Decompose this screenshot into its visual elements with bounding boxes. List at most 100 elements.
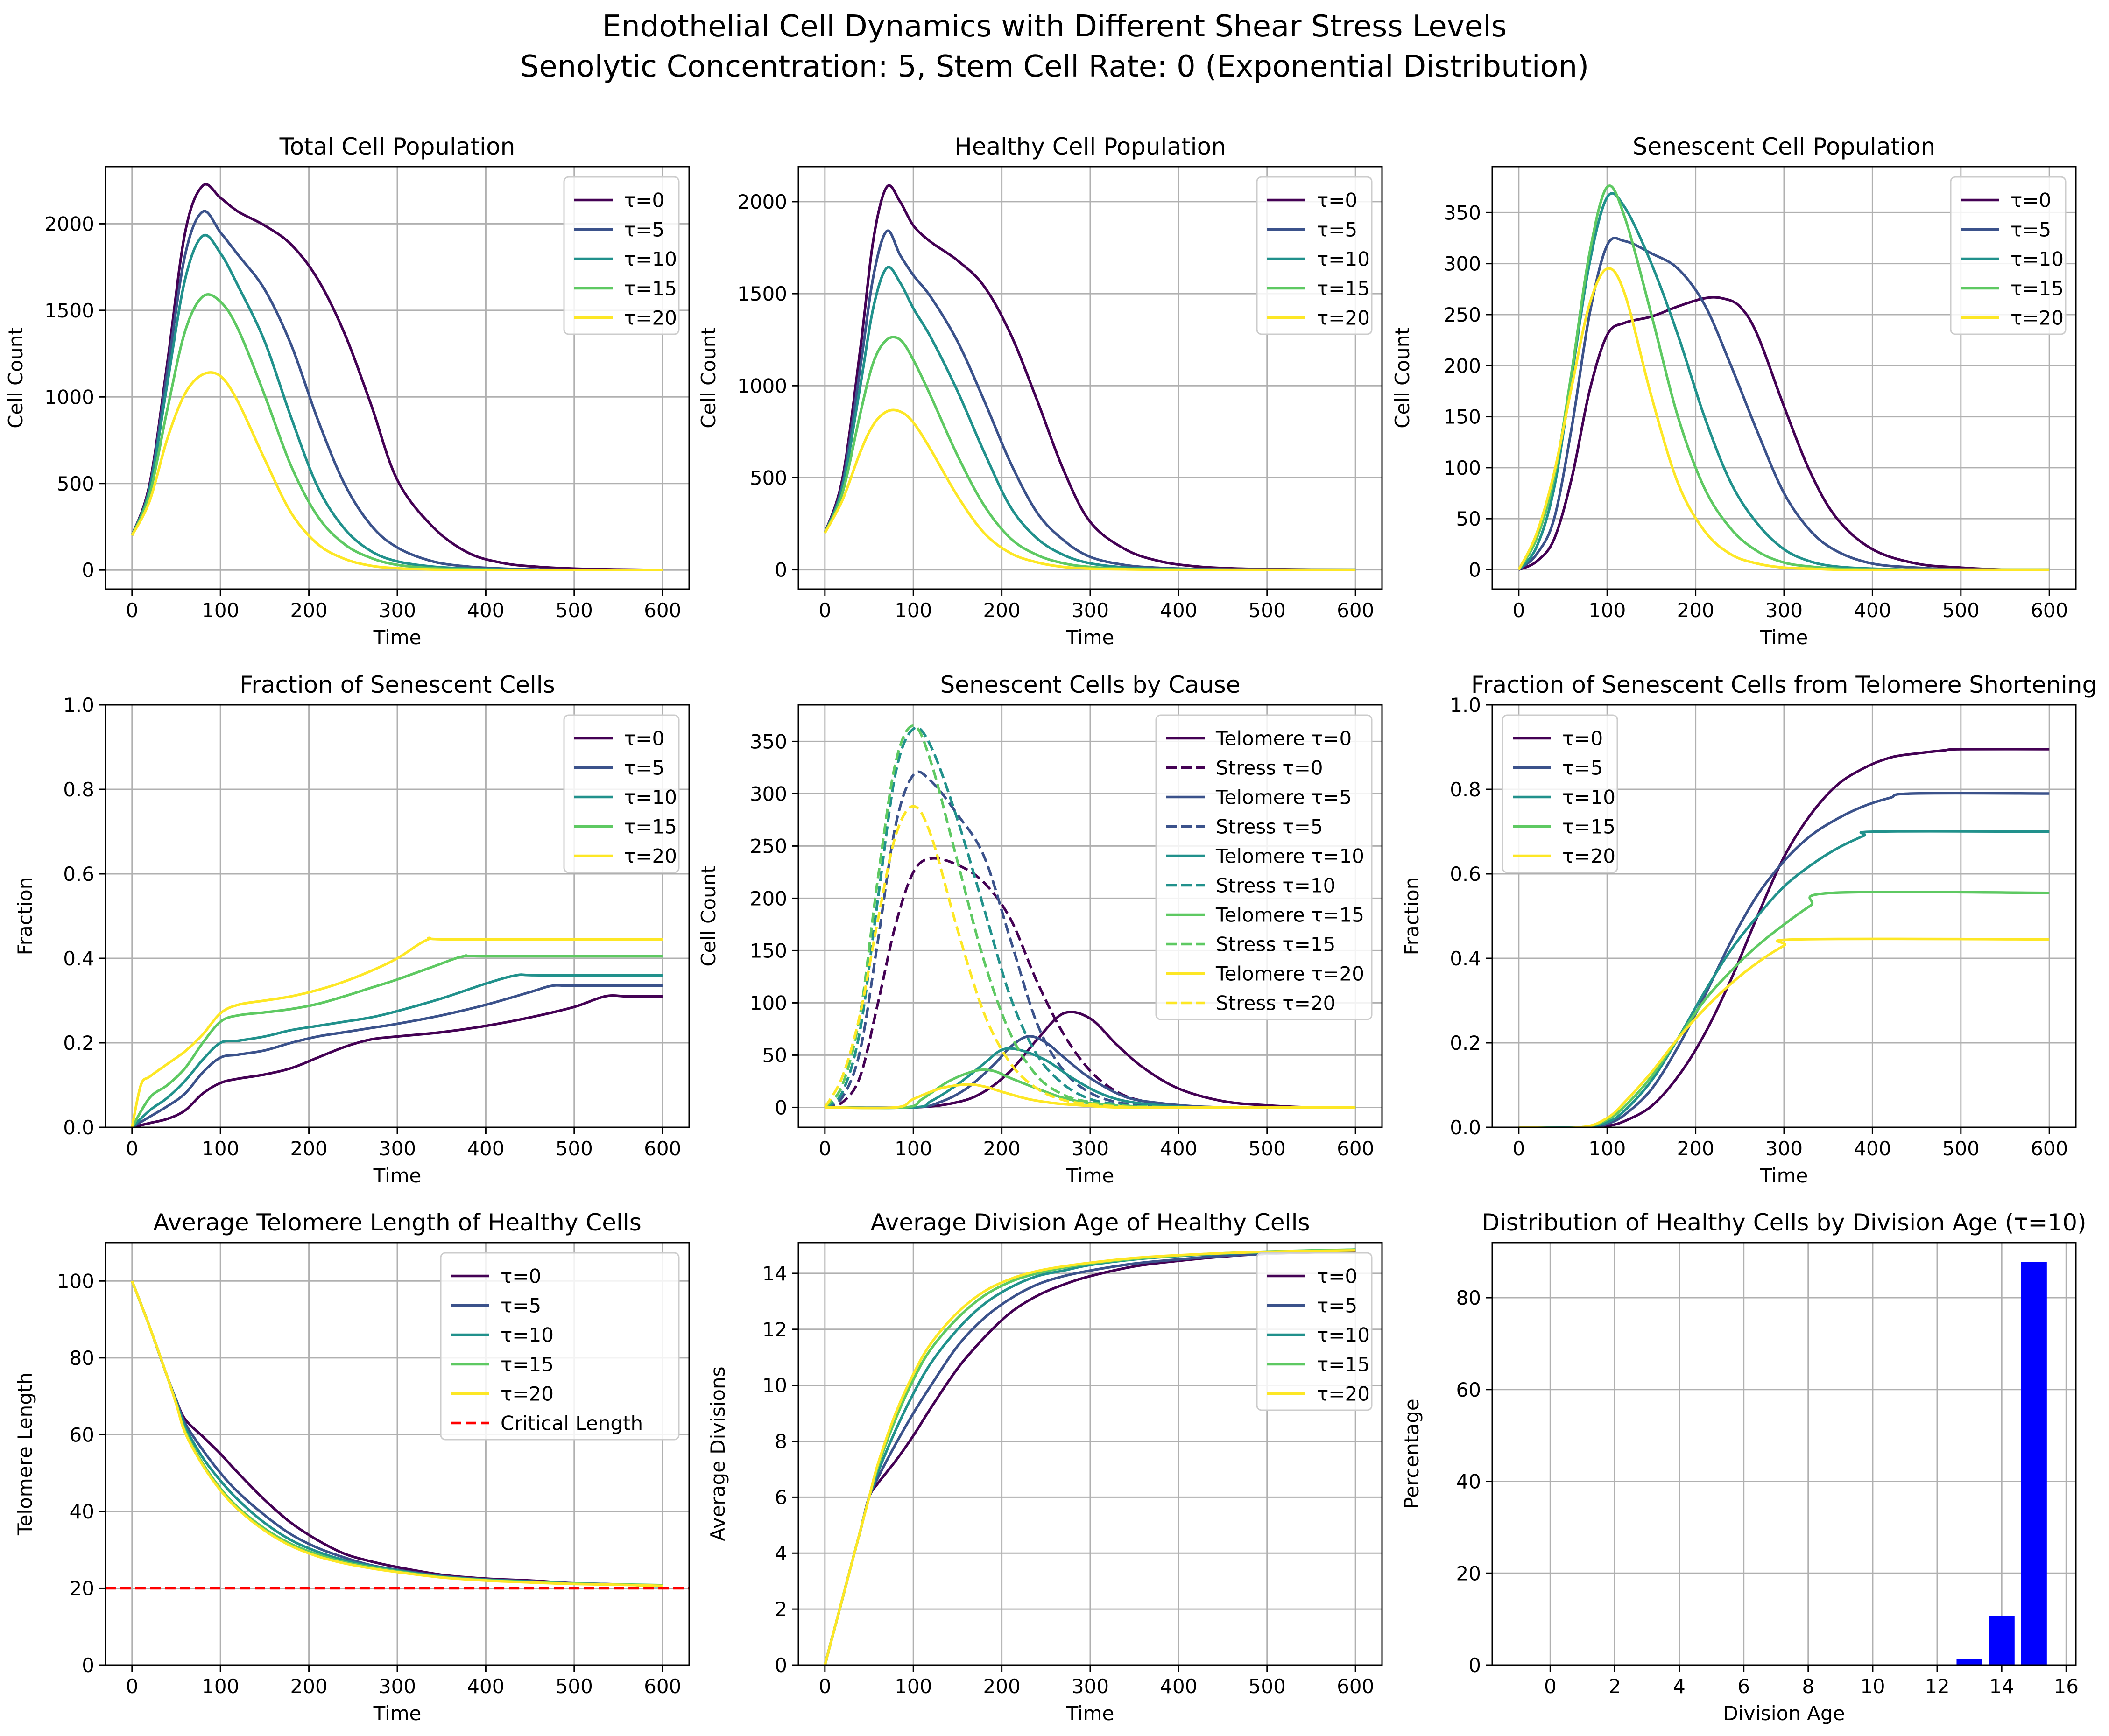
- y-tick-label: 0: [1468, 1654, 1481, 1677]
- x-tick-label: 600: [644, 1137, 681, 1160]
- y-tick-label: 0.4: [1450, 947, 1481, 970]
- legend: τ=0 τ=5 τ=10 τ=15 τ=20: [1502, 714, 1618, 873]
- y-tick-label: 14: [762, 1262, 787, 1285]
- legend-label: τ=20: [1562, 845, 1615, 868]
- legend-box: [563, 176, 680, 335]
- legend-label: τ=5: [624, 218, 664, 241]
- x-tick-label: 600: [1337, 1675, 1374, 1698]
- y-tick-label: 0.6: [63, 863, 94, 886]
- legend-label: τ=15: [624, 277, 677, 300]
- legend-label: Stress τ=15: [1216, 933, 1335, 956]
- series-line-telomere-20: [825, 1083, 1356, 1110]
- plot-area: [1517, 184, 2050, 571]
- legend-label: Telomere τ=10: [1215, 845, 1364, 868]
- x-tick-label: 600: [1337, 1137, 1374, 1160]
- legend-box: [440, 1252, 680, 1441]
- x-tick-label: 200: [1677, 1137, 1714, 1160]
- y-tick-label: 20: [1456, 1562, 1481, 1585]
- x-axis-label: Time: [1066, 1164, 1114, 1187]
- plot-area: [131, 936, 663, 1127]
- legend-box: [1256, 176, 1373, 335]
- x-tick-label: 0: [818, 599, 831, 622]
- legend-label: τ=20: [1317, 307, 1370, 330]
- x-tick-label: 300: [379, 599, 416, 622]
- y-tick-label: 0.0: [63, 1116, 94, 1139]
- bar-division-age-15: [2021, 1262, 2047, 1665]
- x-tick-label: 500: [1942, 1137, 1980, 1160]
- x-tick-label: 500: [1248, 1137, 1286, 1160]
- series-line-0: [132, 994, 663, 1127]
- x-tick-label: 100: [895, 1675, 932, 1698]
- figure-title-line1: Endothelial Cell Dynamics with Different…: [602, 9, 1507, 44]
- legend-label: τ=15: [1317, 277, 1370, 300]
- x-tick-label: 300: [1072, 599, 1109, 622]
- legend-label: τ=5: [624, 757, 664, 780]
- figure-title-line2: Senolytic Concentration: 5, Stem Cell Ra…: [520, 49, 1589, 84]
- y-tick-label: 250: [750, 835, 787, 857]
- series-line-0: [131, 183, 663, 571]
- y-tick-label: 40: [70, 1500, 94, 1523]
- chart-average-division-age-of-healthy-cells: 0 100 200 300 400 500 600 0 2 4 6 8 10 12 14 Average Di…: [706, 1209, 1383, 1725]
- chart-senescent-cell-population: 0 100 200 300 400 500 600 0 50 100 150 200 250 300 350…: [1391, 133, 2077, 649]
- y-tick-label: 20: [70, 1577, 94, 1600]
- legend-box: [1950, 176, 2067, 335]
- x-tick-label: 400: [1160, 599, 1197, 622]
- x-axis-label: Division Age: [1723, 1702, 1845, 1725]
- x-tick-label: 400: [467, 599, 504, 622]
- legend: τ=0 τ=5 τ=10 τ=15 τ=20: [1950, 176, 2067, 335]
- chart-title: Average Telomere Length of Healthy Cells: [153, 1209, 642, 1236]
- series-line-15: [1518, 890, 2050, 1127]
- legend-label: Telomere τ=15: [1215, 904, 1364, 927]
- y-tick-label: 0.8: [63, 778, 94, 801]
- chart-title: Fraction of Senescent Cells: [240, 671, 555, 698]
- y-tick-label: 60: [1456, 1378, 1481, 1401]
- y-tick-label: 150: [750, 939, 787, 962]
- legend-label: Stress τ=20: [1216, 992, 1335, 1015]
- plot-area: [106, 1280, 689, 1590]
- series-line-20: [131, 1280, 663, 1588]
- x-tick-label: 300: [379, 1675, 416, 1698]
- x-axis-label: Time: [1760, 626, 1808, 649]
- legend-label: Stress τ=5: [1216, 815, 1323, 838]
- series-line-20: [1517, 267, 2050, 571]
- y-tick-label: 0: [775, 1654, 787, 1677]
- legend-label: τ=0: [1562, 727, 1603, 750]
- chart-title: Average Division Age of Healthy Cells: [870, 1209, 1310, 1236]
- axes-frame: [1491, 1242, 2077, 1666]
- series-line-20: [131, 371, 663, 571]
- chart-title: Fraction of Senescent Cells from Telomer…: [1471, 671, 2097, 698]
- y-tick-label: 80: [1456, 1286, 1481, 1309]
- y-tick-label: 1000: [44, 386, 94, 408]
- y-tick-label: 2000: [737, 190, 787, 213]
- x-axis-label: Time: [373, 1702, 422, 1725]
- series-line-20: [1518, 937, 2050, 1127]
- legend-label: Telomere τ=0: [1215, 727, 1352, 750]
- legend-label: Critical Length: [501, 1412, 643, 1435]
- x-tick-label: 200: [983, 599, 1021, 622]
- y-tick-label: 1500: [737, 282, 787, 305]
- x-tick-label: 500: [556, 1675, 593, 1698]
- x-tick-label: 200: [290, 1675, 328, 1698]
- y-tick-label: 150: [1444, 406, 1481, 429]
- y-axis-label: Fraction: [14, 877, 36, 956]
- x-tick-label: 500: [556, 599, 593, 622]
- y-tick-label: 1000: [737, 374, 787, 397]
- legend-label: τ=10: [1562, 786, 1615, 809]
- y-tick-label: 0: [775, 559, 787, 582]
- y-tick-label: 0.0: [1450, 1116, 1481, 1139]
- legend: τ=0 τ=5 τ=10 τ=15 τ=20 Critical Length: [440, 1252, 680, 1441]
- plot-area: [1518, 748, 2050, 1127]
- y-tick-label: 0: [82, 559, 94, 582]
- series-line-5: [131, 984, 663, 1127]
- x-tick-label: 300: [1072, 1675, 1109, 1698]
- chart-title: Senescent Cells by Cause: [940, 671, 1240, 698]
- y-tick-label: 0.6: [1450, 863, 1481, 886]
- x-axis-label: Time: [373, 1164, 422, 1187]
- x-axis-label: Time: [1066, 1702, 1114, 1725]
- series-line-15: [131, 954, 663, 1127]
- plot-area: [824, 184, 1356, 571]
- x-tick-label: 6: [1737, 1675, 1750, 1698]
- x-tick-label: 2: [1608, 1675, 1621, 1698]
- y-tick-label: 1500: [44, 299, 94, 322]
